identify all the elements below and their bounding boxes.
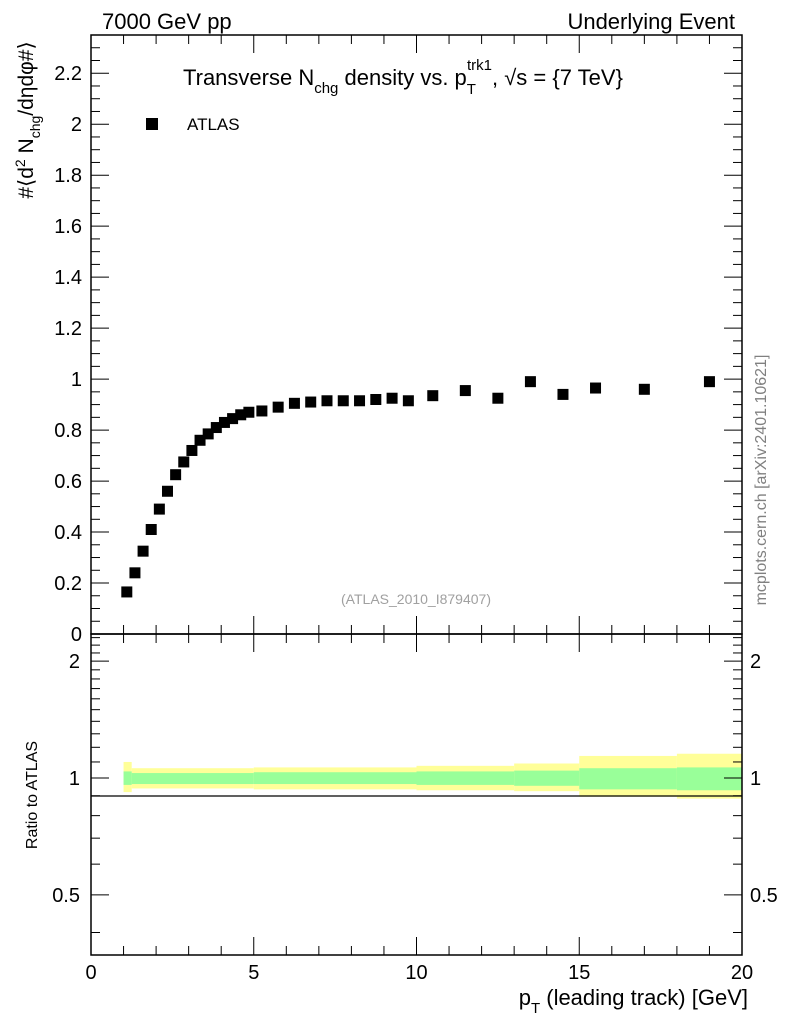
data-point	[170, 469, 182, 481]
x-axis-label: pT (leading track) [GeV]	[519, 985, 748, 1017]
x-tick-label: 15	[568, 962, 590, 984]
data-point	[557, 388, 569, 400]
data-point	[337, 395, 349, 407]
ratio-band-green	[514, 770, 580, 786]
ratio-band-green	[131, 773, 254, 785]
watermark: mcplots.cern.ch [arXiv:2401.10621]	[753, 355, 770, 606]
y-tick-label: 2	[71, 114, 82, 136]
data-point	[235, 409, 247, 421]
header-left: 7000 GeV pp	[102, 9, 232, 34]
data-point	[288, 397, 300, 409]
data-point	[402, 395, 414, 407]
data-point	[590, 382, 602, 394]
data-point	[638, 383, 650, 395]
x-tick-label: 5	[248, 962, 259, 984]
data-point	[524, 376, 536, 388]
y-tick-label: 2.2	[54, 63, 82, 85]
main-plot-y-tick-labels: 0 0.2 0.4 0.6 0.8 1 1.2 1.4 1.6 1.8 2 2.2	[54, 63, 82, 646]
data-point	[354, 395, 366, 407]
x-tick-labels: 0 5 10 15 20	[85, 962, 753, 984]
y-tick-label: 0.6	[54, 471, 82, 493]
y-axis-label: #⟨d2 Nchg/dηdφ#⟩	[12, 41, 43, 198]
data-point	[243, 406, 255, 418]
x-tick-label: 0	[85, 962, 96, 984]
legend-marker	[146, 118, 158, 130]
ratio-y-tick-label-right: 1	[750, 768, 761, 790]
data-point	[305, 396, 317, 408]
ratio-y-tick-label-right: 0.5	[750, 885, 778, 907]
ratio-uncertainty-bands	[123, 753, 742, 799]
data-point	[256, 405, 268, 417]
ratio-band-green	[123, 771, 132, 785]
ratio-band-green	[416, 771, 515, 785]
y-tick-label: 0	[71, 624, 82, 646]
x-tick-label: 20	[731, 962, 753, 984]
data-point	[227, 413, 239, 425]
data-point	[153, 503, 165, 515]
ratio-y-tick-labels: 0.5 0.5 1 1 2 2	[52, 651, 778, 907]
analysis-id: (ATLAS_2010_I879407)	[341, 591, 491, 607]
ratio-band-green	[676, 767, 742, 791]
data-point	[186, 444, 198, 456]
y-tick-label: 1.4	[54, 267, 82, 289]
y-tick-label: 1.2	[54, 318, 82, 340]
legend-label: ATLAS	[187, 115, 240, 134]
data-point	[202, 428, 214, 440]
ratio-band-green	[253, 772, 417, 785]
y-tick-label: 0.8	[54, 420, 82, 442]
data-point	[218, 416, 230, 428]
ratio-y-tick-label-left: 2	[69, 651, 80, 673]
data-point	[386, 392, 398, 404]
data-point	[161, 485, 173, 497]
ratio-band-green	[579, 768, 677, 790]
data-point	[272, 401, 284, 413]
chart-title: Transverse Nchg density vs. pTtrk1, √s =…	[183, 57, 623, 98]
data-point	[137, 545, 149, 557]
x-tick-label: 10	[405, 962, 427, 984]
y-tick-label: 1.8	[54, 165, 82, 187]
ratio-plot-frame	[90, 633, 743, 956]
data-point	[321, 395, 333, 407]
y-tick-label: 1	[71, 369, 82, 391]
ratio-y-tick-label-left: 0.5	[52, 885, 80, 907]
data-point	[370, 393, 382, 405]
data-point	[210, 422, 222, 434]
y-tick-label: 0.2	[54, 573, 82, 595]
data-markers	[121, 376, 715, 598]
y-tick-label: 0.4	[54, 522, 82, 544]
ratio-plot-panel: 0.5 0.5 1 1 2 2 0 5 10 15 20	[52, 633, 778, 984]
ratio-y-tick-label-left: 1	[69, 768, 80, 790]
data-point	[178, 456, 190, 468]
main-plot-panel: 0 0.2 0.4 0.6 0.8 1 1.2 1.4 1.6 1.8 2 2.2 Transvers…	[54, 34, 743, 646]
data-point	[145, 523, 157, 535]
data-point	[492, 392, 504, 404]
data-point	[459, 385, 471, 397]
data-point	[121, 586, 133, 598]
data-point	[703, 376, 715, 388]
data-point	[427, 390, 439, 402]
y-tick-label: 1.6	[54, 216, 82, 238]
data-point	[129, 567, 141, 579]
ratio-y-axis-label: Ratio to ATLAS	[24, 741, 41, 849]
data-point	[194, 434, 206, 446]
header-right: Underlying Event	[567, 9, 735, 34]
ratio-y-tick-label-right: 2	[750, 651, 761, 673]
